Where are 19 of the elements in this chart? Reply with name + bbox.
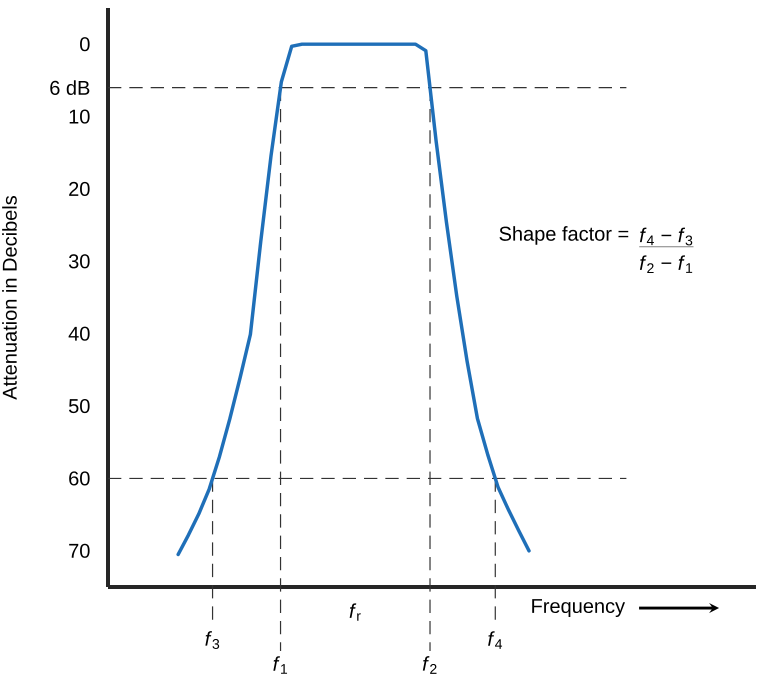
y-tick-label: 50: [68, 398, 90, 414]
y-tick-label: 20: [69, 182, 90, 196]
y-tick-label: 40: [68, 326, 90, 341]
y-tick-label: 30: [68, 254, 90, 268]
y-tick-label: 60: [69, 471, 90, 486]
y-tick-label: 6 dB: [50, 80, 90, 95]
text: f$_{4}$ − f$_{3}$: [640, 228, 692, 246]
text: f$_{1}$: [273, 656, 288, 674]
y-axis-title: Attenuation in Decibels: [2, 196, 17, 400]
x-axis-title: Frequency: [532, 599, 626, 618]
annotation: Shape factor =: [500, 226, 628, 245]
y-tick-label: 10: [70, 109, 90, 124]
text: f$_{3}$: [205, 631, 220, 649]
text: f$_{r}$: [350, 603, 361, 621]
text: f$_{4}$: [488, 631, 502, 649]
y-tick-label: 0: [80, 37, 90, 52]
y-tick-label: 70: [69, 544, 90, 558]
text: f$_{2}$ − f$_{1}$: [640, 255, 692, 274]
text: f$_{2}$: [422, 656, 436, 674]
